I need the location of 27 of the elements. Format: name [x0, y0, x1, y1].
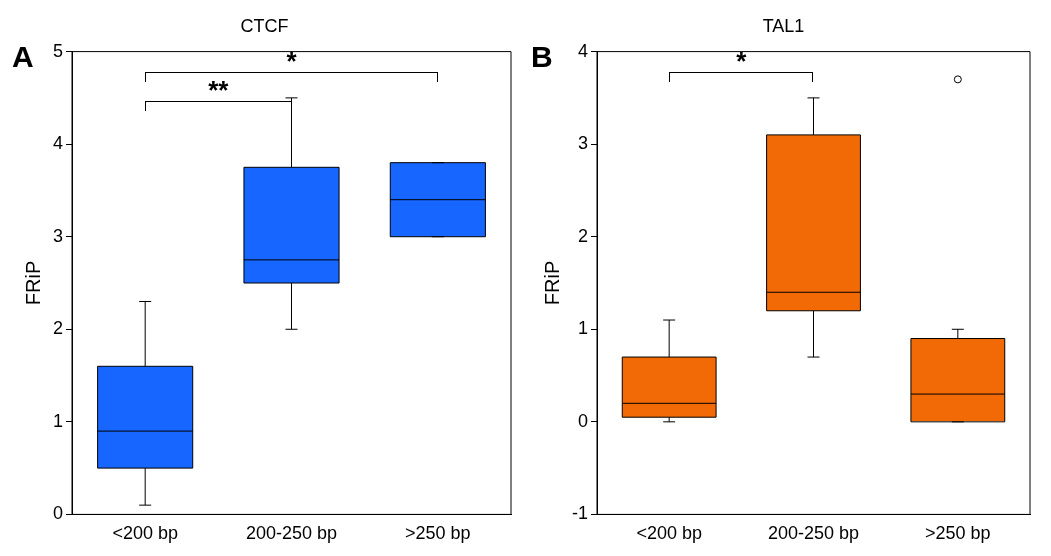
x-tick-label: 200-250 bp [245, 523, 338, 544]
x-tick-label: >250 bp [925, 523, 991, 544]
y-tick-label: 3 [577, 133, 588, 154]
y-tick-label: 2 [577, 225, 588, 246]
text: A [12, 40, 34, 74]
annotation: * [735, 45, 748, 76]
y-axis-title: FRiP [21, 260, 44, 306]
y-tick-label: 4 [577, 40, 588, 61]
y-tick-label: -1 [571, 503, 588, 524]
annotation: ** [207, 74, 230, 105]
y-tick-label: 2 [53, 318, 64, 339]
chart-title: TAL1 [762, 15, 805, 36]
x-tick-label: <200 bp [636, 523, 702, 544]
text: B [531, 40, 553, 74]
chart-title: CTCF [240, 15, 289, 36]
x-tick-label: >250 bp [405, 523, 471, 544]
y-axis-title: FRiP [540, 260, 563, 306]
y-tick-label: 3 [53, 225, 64, 246]
y-tick-label: 4 [53, 133, 64, 154]
y-tick-label: 0 [577, 410, 588, 431]
y-tick-label: 1 [53, 410, 64, 431]
y-tick-label: 0 [53, 503, 64, 524]
y-tick-label: 1 [577, 318, 588, 339]
y-tick-label: 5 [53, 40, 64, 61]
x-tick-label: 200-250 bp [767, 523, 860, 544]
annotation: * [285, 45, 298, 76]
x-tick-label: <200 bp [112, 523, 178, 544]
